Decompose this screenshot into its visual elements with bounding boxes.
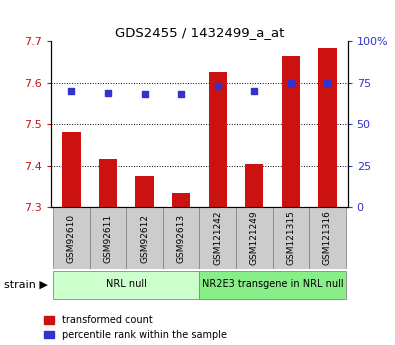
- Text: GSM121242: GSM121242: [213, 211, 222, 265]
- Point: [251, 88, 258, 94]
- FancyBboxPatch shape: [53, 207, 90, 269]
- Point: [141, 92, 148, 97]
- FancyBboxPatch shape: [126, 207, 163, 269]
- Point: [214, 83, 221, 89]
- FancyBboxPatch shape: [309, 207, 346, 269]
- Title: GDS2455 / 1432499_a_at: GDS2455 / 1432499_a_at: [115, 26, 284, 39]
- Bar: [135, 176, 154, 207]
- Bar: [245, 164, 263, 207]
- Text: GSM92613: GSM92613: [177, 214, 186, 263]
- Legend: transformed count, percentile rank within the sample: transformed count, percentile rank withi…: [44, 315, 227, 340]
- Text: GSM92612: GSM92612: [140, 214, 149, 263]
- Text: NRL null: NRL null: [106, 279, 147, 289]
- Text: GSM121315: GSM121315: [286, 210, 295, 266]
- Text: GSM92610: GSM92610: [67, 214, 76, 263]
- FancyBboxPatch shape: [199, 270, 346, 298]
- Text: GSM121249: GSM121249: [250, 211, 259, 265]
- Point: [324, 80, 331, 86]
- Text: NR2E3 transgene in NRL null: NR2E3 transgene in NRL null: [202, 279, 343, 289]
- Text: strain ▶: strain ▶: [4, 280, 48, 289]
- FancyBboxPatch shape: [273, 207, 309, 269]
- FancyBboxPatch shape: [163, 207, 199, 269]
- FancyBboxPatch shape: [236, 207, 273, 269]
- Bar: [282, 56, 300, 207]
- Point: [68, 88, 75, 94]
- FancyBboxPatch shape: [90, 207, 126, 269]
- Bar: [209, 72, 227, 207]
- Bar: [172, 193, 190, 207]
- Bar: [318, 48, 337, 207]
- Point: [105, 90, 111, 96]
- FancyBboxPatch shape: [53, 270, 199, 298]
- Bar: [62, 132, 81, 207]
- Text: GSM121316: GSM121316: [323, 210, 332, 266]
- Point: [288, 80, 294, 86]
- Bar: [99, 159, 117, 207]
- FancyBboxPatch shape: [199, 207, 236, 269]
- Point: [178, 92, 184, 97]
- Text: GSM92611: GSM92611: [103, 214, 113, 263]
